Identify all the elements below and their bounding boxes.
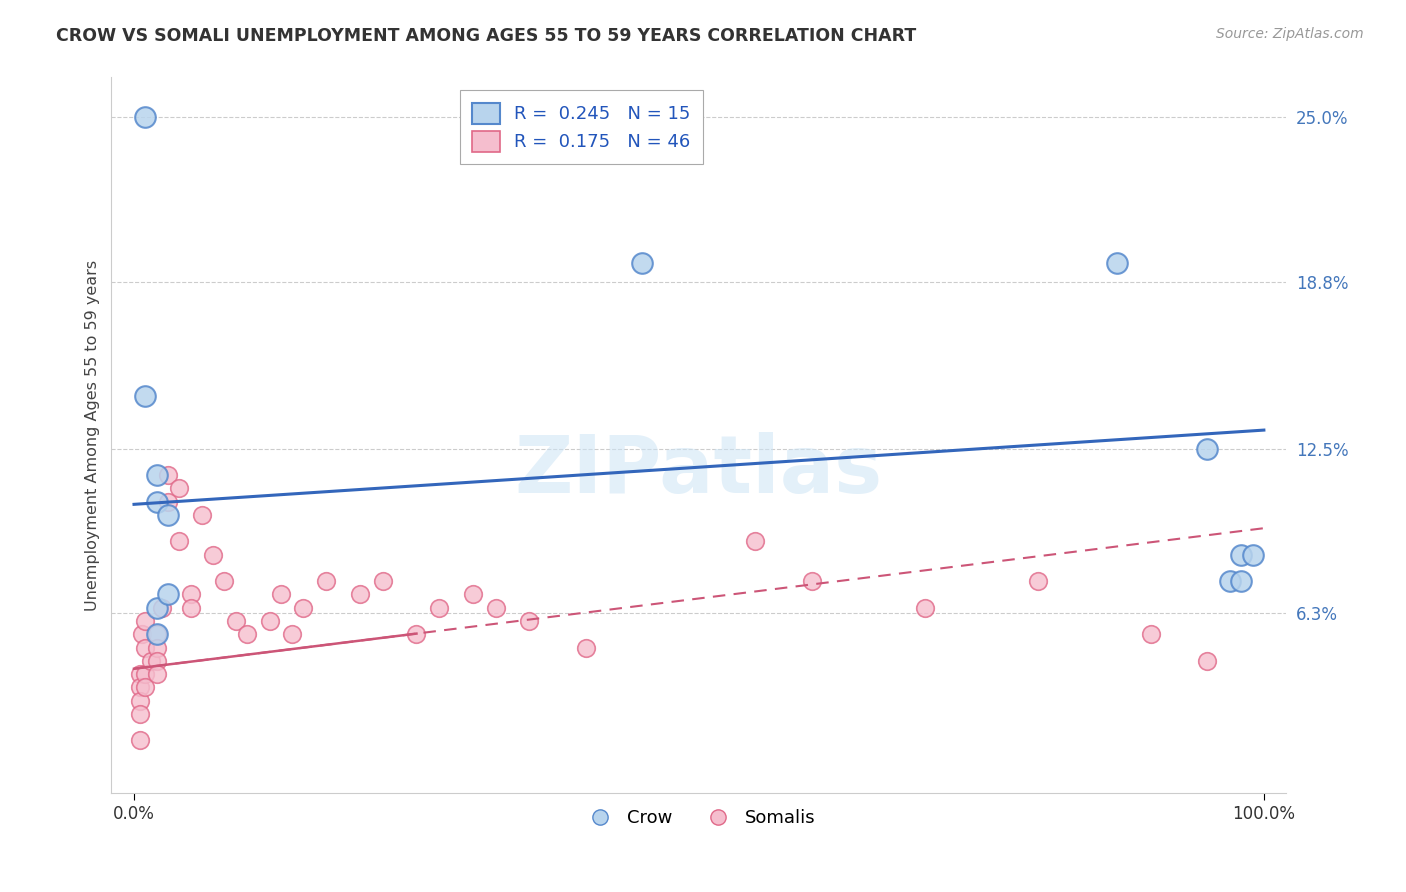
- Point: [519, 614, 541, 628]
- Point: [1197, 654, 1219, 668]
- Point: [292, 600, 315, 615]
- Point: [128, 733, 150, 747]
- Point: [1140, 627, 1163, 641]
- Point: [134, 614, 156, 628]
- Point: [128, 681, 150, 695]
- Point: [156, 494, 179, 508]
- Point: [349, 587, 371, 601]
- Point: [800, 574, 823, 589]
- Point: [128, 693, 150, 707]
- Point: [167, 534, 190, 549]
- Point: [1219, 574, 1241, 589]
- Point: [134, 110, 156, 124]
- Point: [134, 389, 156, 403]
- Point: [179, 587, 201, 601]
- Point: [405, 627, 427, 641]
- Point: [225, 614, 247, 628]
- Point: [236, 627, 259, 641]
- Point: [145, 667, 167, 681]
- Point: [145, 494, 167, 508]
- Point: [145, 468, 167, 483]
- Point: [167, 482, 190, 496]
- Point: [315, 574, 337, 589]
- Y-axis label: Unemployment Among Ages 55 to 59 years: Unemployment Among Ages 55 to 59 years: [86, 260, 100, 611]
- Point: [484, 600, 506, 615]
- Point: [1241, 548, 1264, 562]
- Point: [131, 627, 153, 641]
- Point: [1026, 574, 1049, 589]
- Point: [145, 600, 167, 615]
- Point: [139, 654, 162, 668]
- Point: [134, 667, 156, 681]
- Point: [145, 627, 167, 641]
- Point: [461, 587, 484, 601]
- Point: [270, 587, 292, 601]
- Point: [150, 600, 173, 615]
- Point: [1230, 574, 1253, 589]
- Text: CROW VS SOMALI UNEMPLOYMENT AMONG AGES 55 TO 59 YEARS CORRELATION CHART: CROW VS SOMALI UNEMPLOYMENT AMONG AGES 5…: [56, 27, 917, 45]
- Point: [1105, 256, 1128, 270]
- Point: [202, 548, 225, 562]
- Legend: Crow, Somalis: Crow, Somalis: [575, 802, 823, 834]
- Point: [631, 256, 654, 270]
- Point: [191, 508, 214, 522]
- Point: [427, 600, 450, 615]
- Point: [145, 640, 167, 655]
- Point: [259, 614, 281, 628]
- Point: [128, 667, 150, 681]
- Point: [744, 534, 766, 549]
- Point: [156, 468, 179, 483]
- Point: [371, 574, 394, 589]
- Point: [214, 574, 236, 589]
- Point: [156, 587, 179, 601]
- Point: [575, 640, 598, 655]
- Point: [156, 508, 179, 522]
- Point: [128, 706, 150, 721]
- Point: [134, 640, 156, 655]
- Point: [134, 681, 156, 695]
- Point: [145, 654, 167, 668]
- Point: [145, 627, 167, 641]
- Point: [281, 627, 304, 641]
- Point: [1197, 442, 1219, 456]
- Point: [1230, 548, 1253, 562]
- Point: [179, 600, 201, 615]
- Text: Source: ZipAtlas.com: Source: ZipAtlas.com: [1216, 27, 1364, 41]
- Point: [914, 600, 936, 615]
- Text: ZIPatlas: ZIPatlas: [515, 433, 883, 510]
